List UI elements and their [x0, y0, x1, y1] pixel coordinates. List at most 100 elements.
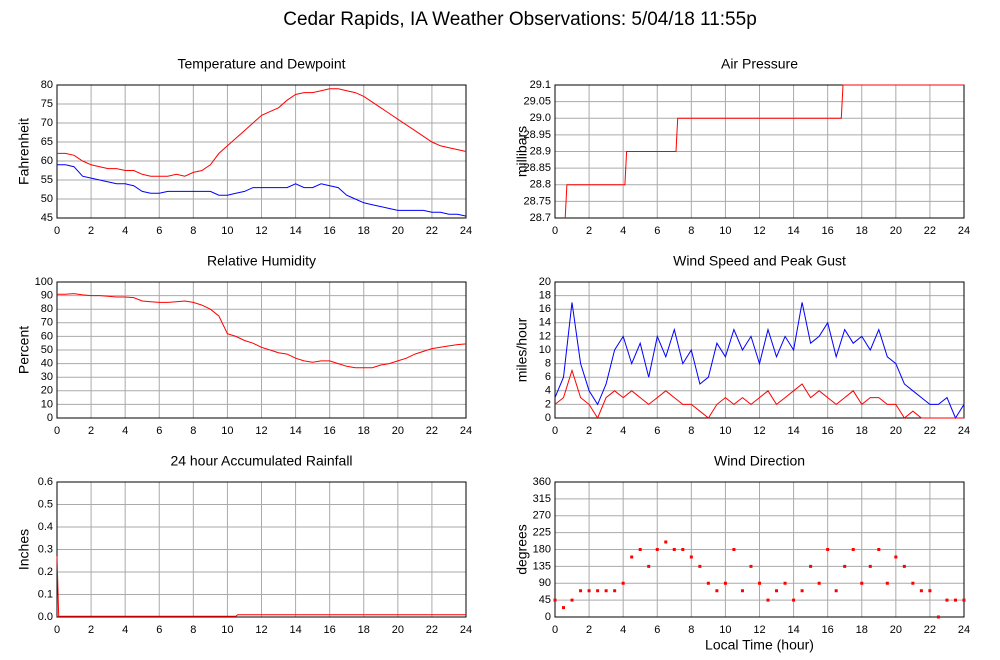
data-point — [809, 564, 813, 568]
x-tick-label: 24 — [958, 225, 970, 237]
plot-frame — [56, 281, 467, 419]
x-tick-label: 24 — [460, 425, 472, 437]
y-tick-label: 14 — [539, 317, 551, 329]
x-tick-label: 4 — [620, 624, 626, 636]
x-tick-label: 0 — [54, 225, 60, 237]
x-tick-label: 14 — [289, 225, 301, 237]
x-tick-label: 2 — [586, 225, 592, 237]
y-tick-label: 180 — [533, 543, 551, 555]
data-point — [647, 564, 651, 568]
x-tick-label: 20 — [890, 624, 902, 636]
y-tick-label: 70 — [41, 317, 53, 329]
x-tick-label: 2 — [586, 425, 592, 437]
data-point — [928, 589, 932, 593]
x-tick-label: 18 — [358, 225, 370, 237]
x-tick-label: 22 — [426, 225, 438, 237]
x-tick-label: 2 — [586, 624, 592, 636]
x-tick-label: 16 — [822, 425, 834, 437]
data-point — [630, 555, 634, 559]
y-tick-label: 0.1 — [38, 588, 53, 600]
x-tick-label: 12 — [753, 425, 765, 437]
x-tick-label: 14 — [787, 225, 799, 237]
x-tick-label: 10 — [719, 225, 731, 237]
y-tick-label: 65 — [41, 136, 53, 148]
chart-title: Wind Speed and Peak Gust — [673, 253, 846, 269]
x-tick-label: 0 — [552, 624, 558, 636]
plot-frame — [554, 84, 965, 219]
y-axis-label: Percent — [16, 326, 32, 374]
data-point — [732, 548, 736, 551]
data-point — [562, 606, 566, 610]
y-tick-label: 45 — [539, 594, 551, 606]
data-point — [664, 540, 668, 544]
x-tick-label: 0 — [552, 225, 558, 237]
x-tick-label: 10 — [719, 425, 731, 437]
y-tick-label: 30 — [41, 371, 53, 383]
y-tick-label: 45 — [41, 212, 53, 224]
y-tick-label: 75 — [41, 98, 53, 110]
x-axis-label: Local Time (hour) — [705, 637, 814, 653]
data-point — [945, 598, 949, 602]
y-tick-label: 6 — [545, 371, 551, 383]
x-tick-label: 6 — [156, 225, 162, 237]
data-point — [698, 564, 702, 568]
y-axis-label: millibars — [514, 126, 530, 177]
plot-frame — [554, 281, 965, 419]
y-axis-label: Inches — [16, 529, 32, 570]
y-tick-label: 0.0 — [38, 611, 53, 623]
x-tick-label: 22 — [924, 624, 936, 636]
x-tick-label: 14 — [787, 624, 799, 636]
data-point — [817, 581, 821, 585]
x-tick-label: 16 — [324, 225, 336, 237]
y-tick-label: 29.0 — [530, 112, 551, 124]
y-tick-label: 28.95 — [523, 129, 551, 141]
y-tick-label: 28.75 — [523, 195, 551, 207]
data-point — [613, 589, 617, 593]
y-tick-label: 20 — [41, 385, 53, 397]
x-tick-label: 14 — [289, 624, 301, 636]
x-tick-label: 12 — [255, 624, 267, 636]
data-point — [792, 598, 796, 602]
y-tick-label: 16 — [539, 303, 551, 315]
data-point — [936, 615, 940, 619]
y-tick-label: 60 — [41, 330, 53, 342]
chart-title: Wind Direction — [714, 453, 805, 469]
x-tick-label: 16 — [822, 624, 834, 636]
data-point — [758, 581, 761, 585]
y-tick-label: 0.2 — [38, 566, 53, 578]
x-tick-label: 18 — [358, 425, 370, 437]
y-tick-label: 0 — [545, 412, 551, 424]
y-tick-label: 18 — [539, 290, 551, 302]
x-tick-label: 20 — [392, 425, 404, 437]
data-point — [783, 581, 787, 585]
data-point — [911, 581, 915, 585]
y-tick-label: 0.3 — [38, 543, 53, 555]
y-tick-label: 28.8 — [530, 179, 551, 191]
data-line — [57, 164, 467, 217]
y-tick-label: 10 — [539, 344, 551, 356]
y-axis-label: Fahrenheit — [16, 118, 32, 185]
y-tick-label: 28.85 — [523, 162, 551, 174]
data-point — [621, 581, 625, 585]
x-tick-label: 0 — [552, 425, 558, 437]
data-point — [885, 581, 889, 585]
x-tick-label: 8 — [190, 225, 196, 237]
chart-title: Temperature and Dewpoint — [177, 56, 345, 72]
x-tick-label: 24 — [958, 425, 970, 437]
x-tick-label: 10 — [221, 225, 233, 237]
y-axis-label: degrees — [514, 524, 530, 575]
x-tick-label: 20 — [890, 425, 902, 437]
x-tick-label: 16 — [822, 225, 834, 237]
y-tick-label: 29.1 — [530, 79, 551, 91]
data-point — [672, 548, 676, 551]
data-point — [604, 589, 608, 593]
x-tick-label: 20 — [392, 624, 404, 636]
x-tick-label: 6 — [156, 624, 162, 636]
data-point — [706, 581, 710, 585]
data-point — [553, 598, 557, 602]
data-point — [766, 598, 770, 602]
y-tick-label: 60 — [41, 155, 53, 167]
x-tick-label: 22 — [924, 425, 936, 437]
y-tick-label: 0 — [545, 611, 551, 623]
